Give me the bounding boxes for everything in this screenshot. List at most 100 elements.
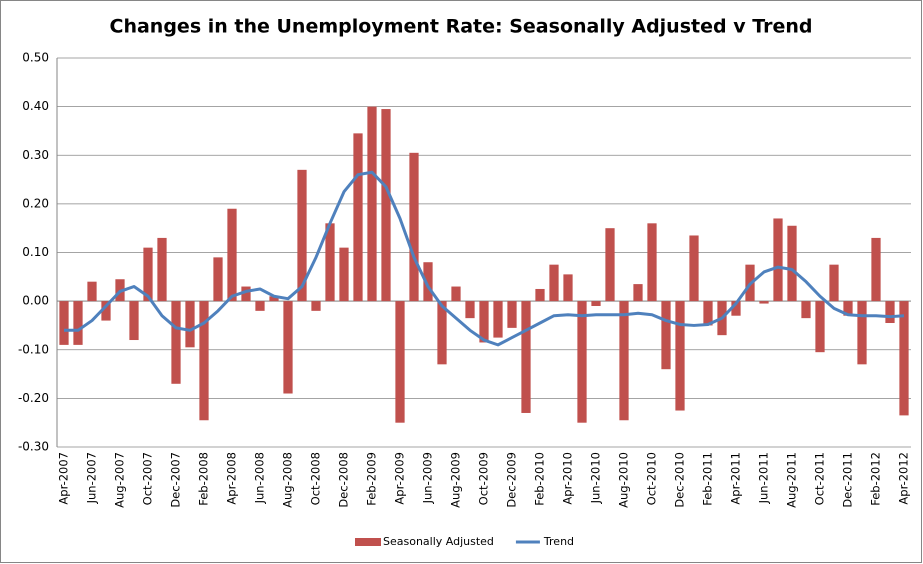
x-tick-label: Dec-2008	[337, 452, 351, 508]
x-tick-label: Feb-2009	[365, 452, 379, 506]
x-tick-label: Feb-2011	[701, 452, 715, 506]
bar	[129, 301, 139, 341]
bar	[185, 301, 195, 348]
y-tick-label: -0.10	[18, 342, 49, 356]
x-tick-label: Aug-2010	[617, 452, 631, 508]
bar	[269, 296, 279, 302]
x-tick-label: Dec-2007	[169, 452, 183, 508]
x-tick-label: Jun-2011	[757, 452, 771, 504]
y-tick-label: 0.00	[22, 294, 49, 308]
y-tick-label: -0.30	[18, 440, 49, 454]
bar	[549, 264, 559, 302]
legend-swatch	[355, 538, 381, 546]
bar	[87, 281, 97, 302]
bar	[535, 288, 545, 302]
bar	[857, 301, 867, 365]
bar	[605, 228, 615, 302]
x-tick-label: Apr-2010	[561, 452, 575, 505]
bar	[255, 301, 265, 311]
bar	[871, 237, 881, 302]
bar	[101, 301, 111, 321]
bar	[619, 301, 629, 421]
x-tick-label: Apr-2012	[897, 452, 911, 505]
bar	[283, 301, 293, 394]
x-tick-label: Aug-2007	[113, 452, 127, 508]
bar	[213, 257, 223, 302]
bar	[647, 223, 657, 302]
x-tick-label: Oct-2011	[813, 452, 827, 505]
bar	[353, 133, 363, 302]
line	[64, 170, 905, 347]
bar	[507, 301, 517, 328]
bar	[381, 109, 391, 302]
bar	[591, 301, 601, 306]
x-tick-label: Dec-2011	[841, 452, 855, 508]
bar	[479, 301, 489, 343]
bar	[885, 301, 895, 324]
bar	[731, 301, 741, 316]
y-tick-label: 0.40	[22, 99, 49, 113]
bar	[675, 301, 685, 411]
legend-label: Seasonally Adjusted	[383, 535, 494, 548]
bar	[73, 301, 83, 345]
x-tick-label: Aug-2009	[449, 452, 463, 508]
x-tick-label: Jun-2010	[589, 452, 603, 504]
chart-title: Changes in the Unemployment Rate: Season…	[110, 16, 813, 38]
bar	[577, 301, 587, 423]
y-tick-label: 0.10	[22, 245, 49, 259]
bar	[409, 152, 419, 302]
y-tick-label: 0.20	[22, 196, 49, 210]
bar	[801, 301, 811, 319]
x-tick-label: Aug-2008	[281, 452, 295, 508]
bar	[311, 301, 321, 311]
bar	[437, 301, 447, 365]
legend-label: Trend	[543, 535, 574, 548]
bar	[815, 301, 825, 353]
x-tick-label: Oct-2010	[645, 452, 659, 505]
bar	[633, 284, 643, 302]
bar	[493, 301, 503, 338]
x-tick-label: Dec-2010	[673, 452, 687, 508]
bar	[661, 301, 671, 370]
bar	[241, 286, 251, 302]
x-tick-label: Apr-2011	[729, 452, 743, 505]
bar	[521, 301, 531, 413]
bar	[143, 247, 153, 302]
y-tick-label: 0.50	[22, 51, 49, 65]
x-tick-label: Apr-2009	[393, 452, 407, 505]
bar	[297, 169, 307, 302]
bar	[689, 235, 699, 302]
bar	[157, 237, 167, 302]
bar	[171, 301, 181, 384]
x-tick-label: Oct-2007	[141, 452, 155, 505]
bar	[395, 301, 405, 423]
bar	[773, 218, 783, 302]
x-tick-label: Jun-2008	[253, 452, 267, 504]
x-tick-label: Jun-2007	[85, 452, 99, 504]
x-tick-label: Aug-2011	[785, 452, 799, 508]
x-tick-label: Apr-2007	[57, 452, 71, 505]
bar	[465, 301, 475, 319]
bar	[451, 286, 461, 302]
x-tick-label: Feb-2010	[533, 452, 547, 506]
bar	[787, 225, 797, 302]
bar	[759, 301, 769, 304]
x-tick-label: Oct-2009	[477, 452, 491, 505]
bar	[423, 262, 433, 302]
bar	[563, 274, 573, 302]
y-tick-label: -0.20	[18, 391, 49, 405]
x-tick-label: Feb-2012	[869, 452, 883, 506]
bar	[367, 106, 377, 302]
bar	[199, 301, 209, 421]
bar	[829, 264, 839, 302]
bar	[325, 223, 335, 302]
bar	[59, 301, 69, 345]
bar	[899, 301, 909, 416]
x-tick-label: Jun-2009	[421, 452, 435, 504]
x-tick-label: Feb-2008	[197, 452, 211, 506]
bar	[703, 301, 713, 326]
x-tick-label: Apr-2008	[225, 452, 239, 505]
bar	[227, 208, 237, 302]
